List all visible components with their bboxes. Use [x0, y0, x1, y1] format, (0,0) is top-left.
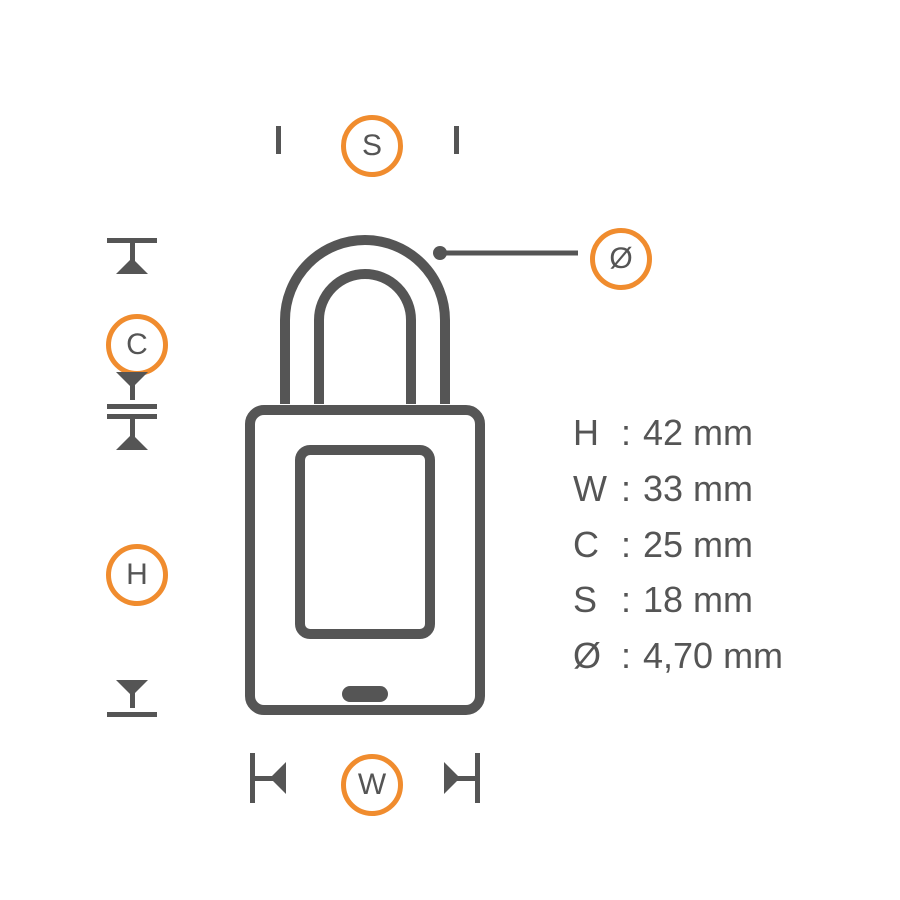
dimension-badge-H: H — [106, 544, 168, 606]
spec-value: 4,70 mm — [643, 628, 783, 684]
spec-key: H — [573, 405, 621, 461]
spec-row: C: 25 mm — [573, 517, 783, 573]
spec-key: Ø — [573, 628, 621, 684]
spec-list: H: 42 mmW: 33 mmC: 25 mmS: 18 mmØ: 4,70 … — [573, 405, 783, 684]
spec-key: S — [573, 572, 621, 628]
spec-row: H: 42 mm — [573, 405, 783, 461]
spec-value: 42 mm — [643, 405, 753, 461]
spec-row: S: 18 mm — [573, 572, 783, 628]
dimension-badge-W: W — [341, 754, 403, 816]
spec-key: W — [573, 461, 621, 517]
dimension-badge-C: C — [106, 314, 168, 376]
spec-value: 33 mm — [643, 461, 753, 517]
dimension-badge-O: Ø — [590, 228, 652, 290]
spec-row: Ø: 4,70 mm — [573, 628, 783, 684]
spec-value: 18 mm — [643, 572, 753, 628]
spec-row: W: 33 mm — [573, 461, 783, 517]
spec-value: 25 mm — [643, 517, 753, 573]
spec-key: C — [573, 517, 621, 573]
dimension-badge-S: S — [341, 115, 403, 177]
